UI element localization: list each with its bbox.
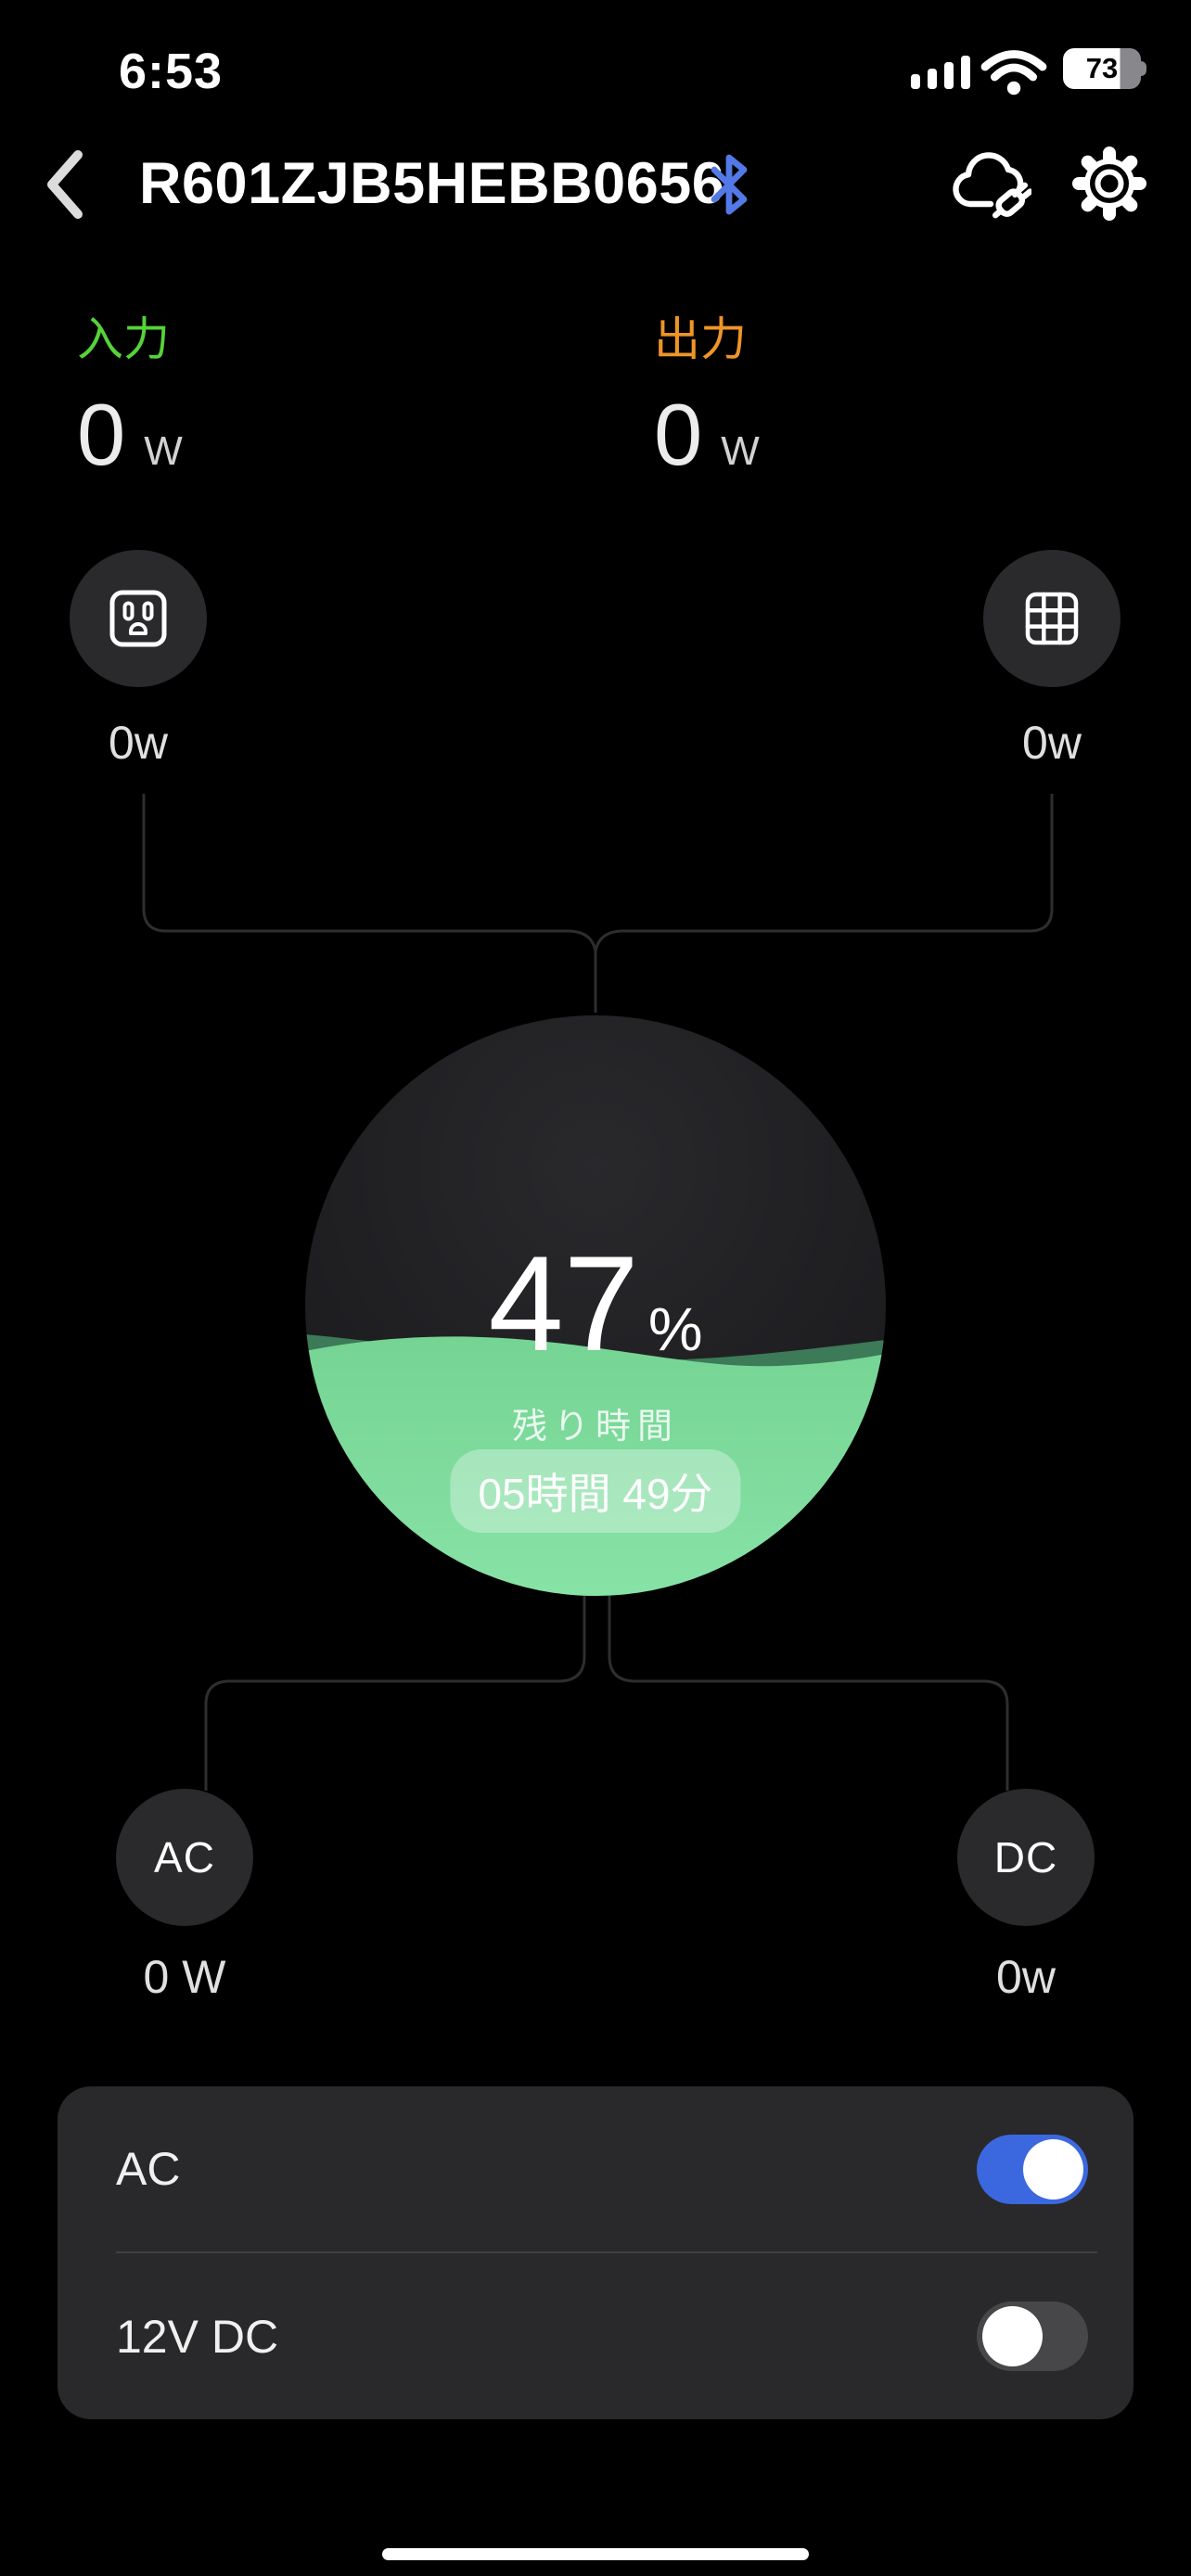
output-summary: 出力 0 W bbox=[654, 302, 760, 478]
battery-liquid-fill bbox=[305, 1334, 886, 1596]
ac-input-node[interactable] bbox=[70, 550, 207, 687]
outlet-icon bbox=[109, 590, 167, 647]
card-divider bbox=[116, 2251, 1097, 2253]
back-button[interactable] bbox=[43, 145, 108, 224]
input-watts: 0 bbox=[77, 386, 126, 483]
ac-control-row: AC bbox=[58, 2086, 1133, 2251]
battery-gauge: 47 % 残り時間 05時間 49分 bbox=[305, 1015, 886, 1596]
output-controls-card: AC 12V DC bbox=[58, 2086, 1133, 2419]
status-time: 6:53 bbox=[119, 44, 224, 99]
battery-status-body: 73 bbox=[1063, 48, 1141, 89]
input-value-row: 0 W bbox=[77, 391, 183, 478]
battery-status-icon: 73 bbox=[1063, 48, 1152, 89]
cloud-sync-button[interactable] bbox=[944, 139, 1033, 228]
home-indicator[interactable] bbox=[382, 2548, 809, 2560]
battery-status-percent: 73 bbox=[1085, 52, 1119, 84]
input-unit: W bbox=[144, 428, 183, 474]
output-watts: 0 bbox=[654, 386, 703, 483]
output-value-row: 0 W bbox=[654, 391, 760, 478]
input-summary: 入力 0 W bbox=[77, 302, 183, 478]
output-unit: W bbox=[721, 428, 760, 474]
dc-toggle-knob bbox=[982, 2306, 1043, 2366]
cellular-signal-icon bbox=[911, 52, 972, 94]
ac-output-label: AC bbox=[154, 1833, 215, 1881]
ac-control-label: AC bbox=[116, 2143, 181, 2195]
dc-control-row: 12V DC bbox=[58, 2253, 1133, 2419]
dc-output-label: DC bbox=[993, 1833, 1058, 1881]
output-label: 出力 bbox=[654, 313, 747, 365]
ac-input-power: 0w bbox=[109, 717, 168, 769]
remaining-time-badge: 05時間 49分 bbox=[450, 1449, 741, 1533]
solar-input-power: 0w bbox=[1022, 717, 1082, 769]
dc-toggle[interactable] bbox=[977, 2302, 1088, 2371]
input-label: 入力 bbox=[77, 313, 170, 365]
ac-output-power: 0 W bbox=[143, 1951, 226, 2003]
battery-percent-row: 47 % bbox=[305, 1236, 886, 1371]
chevron-left-icon bbox=[47, 150, 83, 219]
device-title: R601ZJB5HEBB0656 bbox=[139, 151, 725, 216]
ac-toggle-knob bbox=[1023, 2138, 1083, 2200]
ac-output-node[interactable]: AC bbox=[116, 1789, 253, 1926]
wifi-icon bbox=[980, 46, 1048, 101]
battery-status-cap bbox=[1141, 61, 1146, 76]
battery-percent-sign: % bbox=[647, 1294, 703, 1363]
dc-output-power: 0w bbox=[996, 1951, 1056, 2003]
solar-panel-icon bbox=[1025, 592, 1079, 645]
settings-button[interactable] bbox=[1065, 139, 1154, 228]
dc-output-node[interactable]: DC bbox=[957, 1789, 1095, 1926]
dc-control-label: 12V DC bbox=[116, 2310, 279, 2363]
ac-toggle[interactable] bbox=[977, 2134, 1088, 2204]
gear-icon bbox=[1072, 147, 1146, 221]
bluetooth-icon bbox=[703, 150, 755, 223]
battery-percent: 47 bbox=[488, 1228, 639, 1379]
remaining-time-label: 残り時間 bbox=[511, 1408, 679, 1447]
solar-input-node[interactable] bbox=[983, 550, 1121, 687]
cloud-sync-icon bbox=[953, 152, 1031, 219]
